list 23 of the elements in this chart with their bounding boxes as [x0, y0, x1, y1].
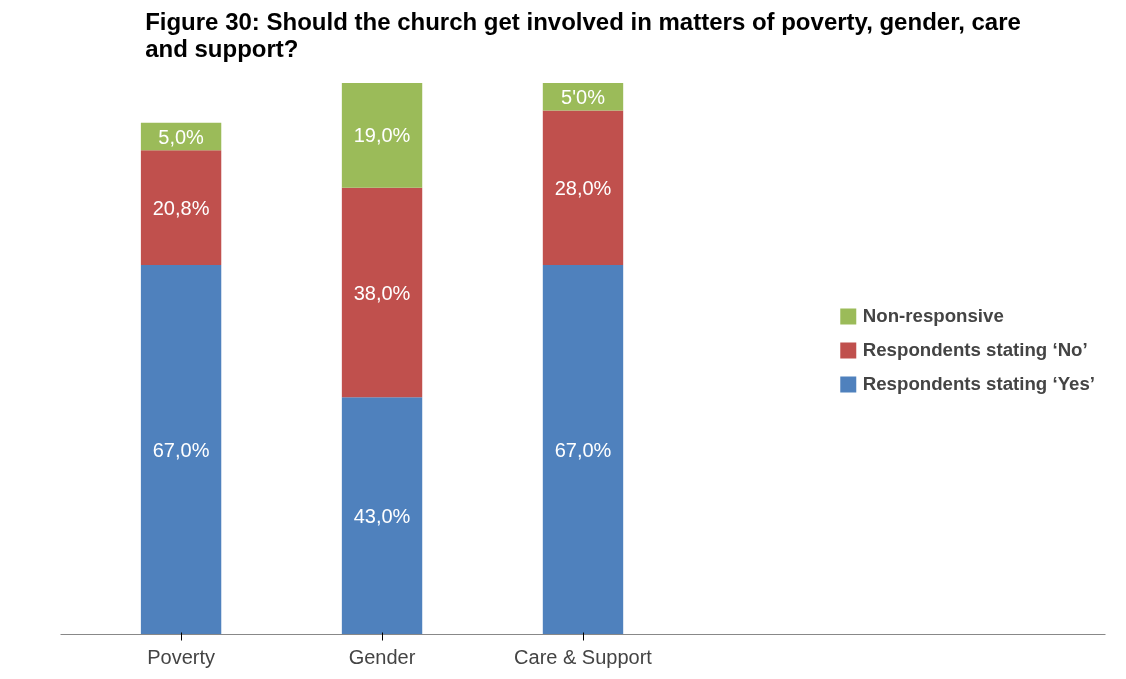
- chart-title: Figure 30: Should the church get involved in matters of poverty, gender, care and support?: [145, 7, 1021, 62]
- bar: [140, 150, 222, 266]
- legend-label: Respondents stating ‘No’: [862, 339, 1088, 361]
- data-label: 67,0%: [152, 438, 210, 461]
- data-label: 38,0%: [353, 281, 411, 304]
- bar: [542, 110, 624, 266]
- bar: [341, 187, 423, 398]
- data-label: 67,0%: [554, 438, 612, 461]
- legend-label: Non-responsive: [862, 305, 1004, 327]
- x-tick-label: Poverty: [147, 645, 215, 668]
- data-label: 43,0%: [353, 504, 411, 527]
- bar: [542, 265, 624, 635]
- data-label: 5,0%: [158, 125, 205, 148]
- legend-label: Respondents stating ‘Yes’: [862, 373, 1095, 395]
- data-label: 28,0%: [554, 176, 612, 199]
- data-label: 19,0%: [353, 124, 411, 147]
- data-label: 5'0%: [561, 85, 606, 108]
- data-label: 20,8%: [152, 196, 210, 219]
- x-tick-label: Gender: [348, 645, 416, 668]
- bar: [341, 397, 423, 635]
- bar: [341, 83, 423, 188]
- x-tick-label: Care & Support: [514, 645, 653, 668]
- bar: [140, 265, 222, 635]
